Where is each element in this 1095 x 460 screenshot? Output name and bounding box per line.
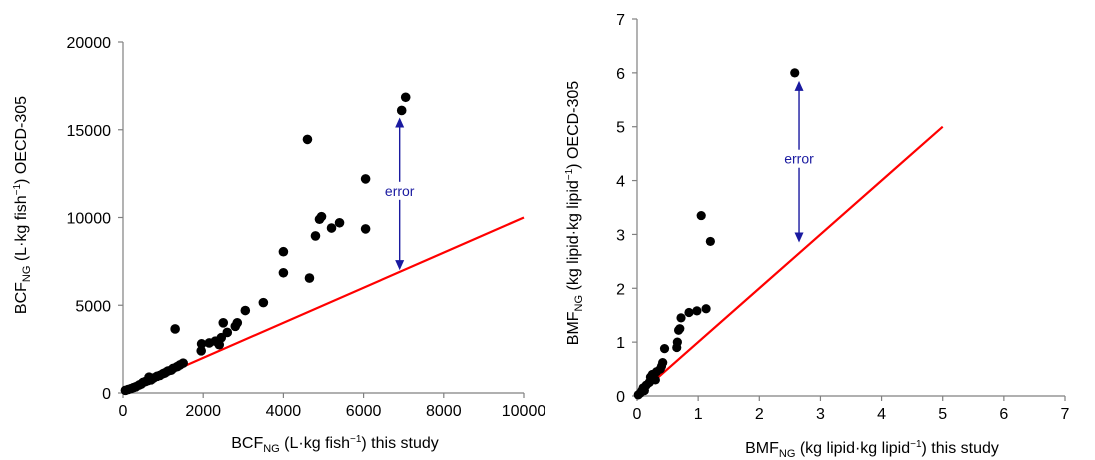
data-point xyxy=(218,318,229,328)
data-point xyxy=(326,223,337,233)
x-axis-label-subscript: NG xyxy=(779,448,796,460)
error-label-background xyxy=(778,149,821,168)
data-point xyxy=(701,304,711,314)
data-point xyxy=(334,217,345,228)
data-point xyxy=(310,231,321,241)
y-axis-label: BCFNG (L·kg fish−1) OECD-305 xyxy=(12,96,33,314)
x-tick-label: 7 xyxy=(1061,406,1070,423)
bcf-scatter-chart: BCFNG (L·kg fish−1) OECD-305 BCFNG (L·kg… xyxy=(12,35,545,455)
y-axis-label-text: (kg lipid·kg lipid xyxy=(565,180,582,295)
x-tick-label: 8000 xyxy=(426,403,462,420)
data-point xyxy=(659,344,670,354)
x-tick-label: 0 xyxy=(633,406,642,423)
data-point xyxy=(170,324,180,334)
data-point xyxy=(196,339,207,349)
y-axis-label-suffix: ) OECD-305 xyxy=(565,81,582,169)
y-axis-title: BCFNG (L·kg fish−1) OECD-305 xyxy=(12,96,33,314)
data-point xyxy=(676,313,686,323)
y-tick-label: 3 xyxy=(616,227,625,244)
x-axis-label-superscript: −1 xyxy=(910,439,922,450)
data-point xyxy=(684,307,694,318)
data-point xyxy=(258,297,269,308)
data-point xyxy=(360,224,371,234)
y-axis-label-main: BCF xyxy=(13,282,30,314)
x-axis-label-suffix: ) this study xyxy=(922,440,999,457)
y-axis-label-superscript: −1 xyxy=(564,168,575,180)
data-point xyxy=(196,346,206,356)
data-point xyxy=(705,236,715,247)
y-tick-label: 5000 xyxy=(75,298,111,315)
x-tick-label: 1 xyxy=(694,406,703,423)
y-tick-label: 5 xyxy=(616,120,625,137)
y-tick-label: 0 xyxy=(102,386,111,403)
data-point xyxy=(304,273,315,283)
x-axis-label-text: (L·kg fish xyxy=(280,435,350,452)
x-tick-label: 6 xyxy=(999,406,1008,423)
x-tick-label: 2000 xyxy=(185,403,221,420)
data-point xyxy=(696,210,706,221)
y-tick-label: 0 xyxy=(616,389,625,406)
x-tick-label: 5 xyxy=(938,406,947,423)
error-annotation-label: error xyxy=(784,151,814,167)
x-tick-label: 4 xyxy=(877,406,886,423)
x-tick-label: 3 xyxy=(816,406,825,423)
y-axis-label-superscript: −1 xyxy=(12,184,23,196)
x-tick-label: 4000 xyxy=(266,403,302,420)
error-arrow-head-up xyxy=(794,80,804,91)
data-point xyxy=(240,305,251,316)
data-point xyxy=(396,105,407,116)
x-axis-label-main: BMF xyxy=(745,440,779,457)
x-axis-label-suffix: ) this study xyxy=(361,435,438,452)
x-axis-label: BCFNG (L·kg fish−1) this study xyxy=(231,434,439,455)
x-tick-label: 10000 xyxy=(502,403,545,420)
y-axis-label-suffix: ) OECD-305 xyxy=(13,96,30,184)
data-point xyxy=(278,267,289,278)
x-axis-label-superscript: −1 xyxy=(350,434,362,445)
bmf-scatter-chart: BMFNG (kg lipid·kg lipid−1) OECD-305 BMF… xyxy=(564,12,1070,460)
y-tick-label: 10000 xyxy=(67,211,112,228)
x-tick-label: 6000 xyxy=(346,403,382,420)
y-tick-label: 2 xyxy=(616,281,625,298)
y-tick-label: 6 xyxy=(616,66,625,83)
y-tick-label: 1 xyxy=(616,335,625,352)
x-axis-label-main: BCF xyxy=(231,435,263,452)
data-point xyxy=(658,358,668,368)
y-axis-title: BMFNG (kg lipid·kg lipid−1) OECD-305 xyxy=(564,81,585,346)
error-annotation-label: error xyxy=(385,183,415,199)
data-point xyxy=(232,318,243,328)
y-tick-label: 7 xyxy=(616,12,625,29)
data-point xyxy=(672,337,682,347)
y-axis-label: BMFNG (kg lipid·kg lipid−1) OECD-305 xyxy=(564,81,585,346)
error-arrow-head-up xyxy=(395,117,405,128)
reference-line-1-to-1 xyxy=(636,125,944,397)
error-label-background xyxy=(378,181,421,200)
data-point xyxy=(790,68,800,78)
y-tick-label: 4 xyxy=(616,174,625,191)
y-axis-label-subscript: NG xyxy=(573,295,585,312)
x-axis-label-subscript: NG xyxy=(263,443,280,455)
data-point xyxy=(692,306,702,316)
error-arrow-head-down xyxy=(395,260,405,271)
data-point xyxy=(316,211,327,222)
y-tick-label: 15000 xyxy=(67,123,112,140)
data-point xyxy=(178,358,188,368)
error-arrow-head-down xyxy=(794,232,804,243)
y-axis-label-subscript: NG xyxy=(21,266,33,283)
x-axis-label: BMFNG (kg lipid·kg lipid−1) this study xyxy=(745,439,999,460)
data-point xyxy=(302,134,313,145)
data-point xyxy=(360,174,371,184)
reference-line-1-to-1 xyxy=(122,216,525,395)
data-point xyxy=(675,324,685,334)
y-axis-label-main: BMF xyxy=(565,311,582,345)
data-point xyxy=(650,375,660,385)
y-axis-label-text: (L·kg fish xyxy=(13,195,30,265)
x-tick-label: 2 xyxy=(755,406,764,423)
x-tick-label: 0 xyxy=(119,403,128,420)
data-point xyxy=(222,327,233,338)
x-axis-label-text: (kg lipid·kg lipid xyxy=(795,440,910,457)
data-point xyxy=(400,92,411,103)
y-tick-label: 20000 xyxy=(67,35,112,52)
data-point xyxy=(278,246,289,257)
